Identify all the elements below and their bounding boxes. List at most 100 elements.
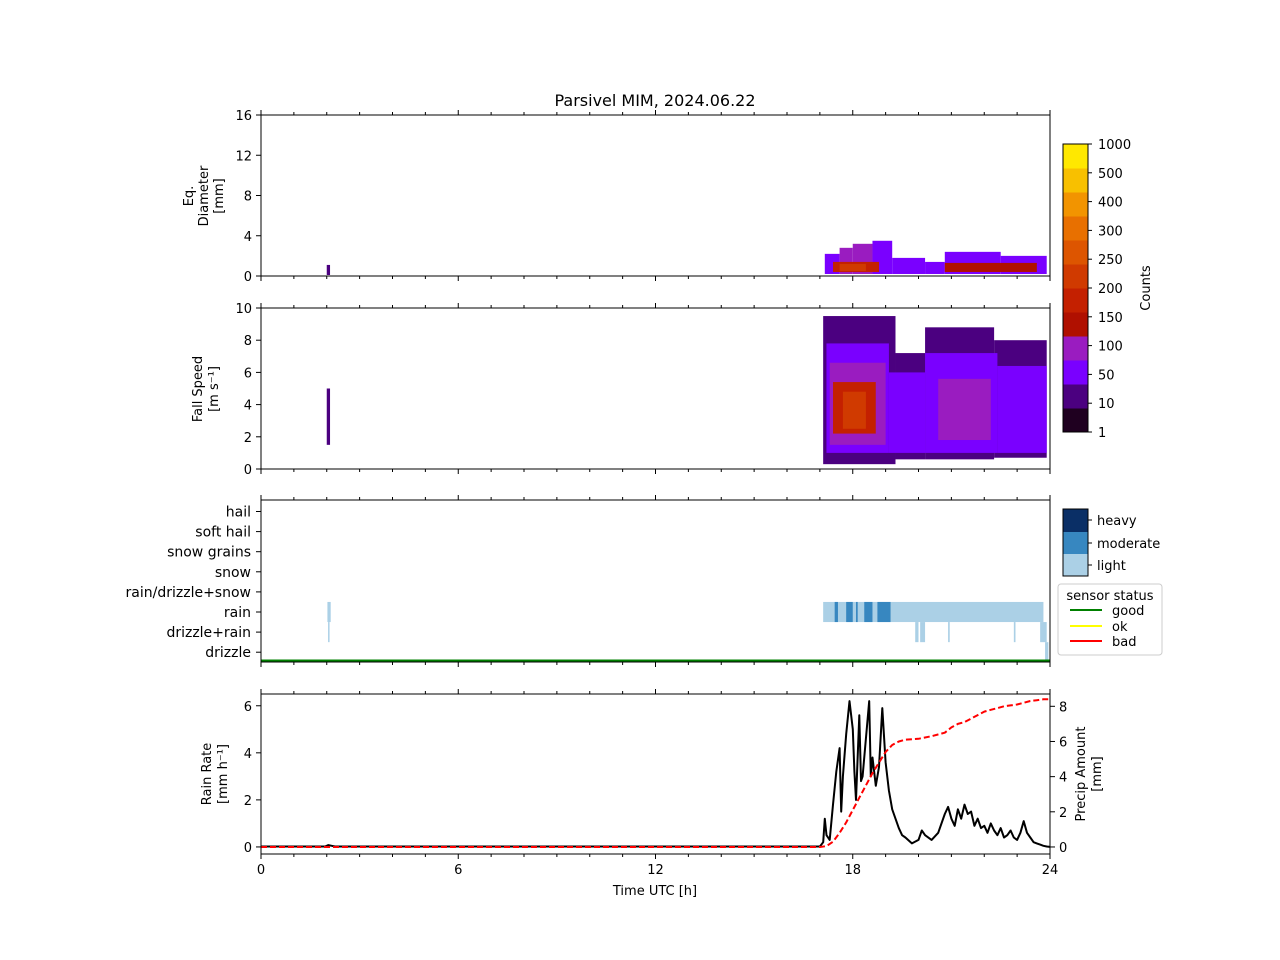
- heatmap-cell: [888, 372, 926, 453]
- colorbar-cell: [1063, 408, 1088, 433]
- precip-type-bar: [877, 601, 891, 623]
- rain-rate-y-axis: 0 2 4 6: [244, 700, 261, 856]
- precip-type-bar: [846, 601, 853, 623]
- colorbar-tick-label: 10: [1098, 397, 1115, 412]
- fallspeed-ylabel-1: Fall Speed: [191, 356, 206, 422]
- y-tick-label: 8: [1059, 700, 1067, 715]
- diameter-x-ticks: [260, 110, 1051, 281]
- time-x-axis: 0 6 12 18 24: [257, 689, 1058, 878]
- category-label: rain: [224, 605, 251, 621]
- y-tick-label: 0: [1059, 841, 1067, 856]
- y-tick-label: 0: [244, 270, 252, 285]
- heatmap-cell: [938, 378, 991, 441]
- diameter-ylabel-1: Eq.: [182, 186, 197, 207]
- diameter-heatmap: [326, 240, 1047, 275]
- colorbar-cell: [1063, 192, 1088, 217]
- precip-type-bar: [915, 622, 919, 643]
- y-tick-label: 4: [244, 747, 252, 762]
- colorbar-tick-label: 250: [1098, 253, 1123, 268]
- colorbar-cells: [1063, 144, 1088, 433]
- category-label: snow: [215, 565, 251, 581]
- colorbar-tick-label: 1000: [1098, 138, 1131, 153]
- figure-title: Parsivel MIM, 2024.06.22: [554, 91, 755, 110]
- colorbar-cell: [1063, 168, 1088, 193]
- colorbar-tick-label: 300: [1098, 224, 1123, 239]
- x-tick-label: 18: [844, 863, 861, 878]
- y-tick-label: 2: [244, 431, 252, 446]
- diameter-ylabel-2: Diameter: [197, 165, 212, 226]
- colorbar-cell: [1063, 144, 1088, 169]
- category-label: snow grains: [167, 545, 251, 561]
- y-tick-label: 8: [244, 190, 252, 205]
- precip-amount-line: [261, 698, 1050, 848]
- precip-type-bar: [328, 622, 330, 643]
- precip-type-bar: [327, 601, 331, 623]
- sensor-legend-box: [1057, 583, 1163, 656]
- precip-amount-ylabel-1: Precip Amount: [1074, 727, 1089, 822]
- heatmap-cell: [839, 263, 866, 271]
- intensity-swatch-light: [1063, 554, 1088, 576]
- precip-type-bars: [327, 601, 1049, 663]
- heatmap-cell: [925, 261, 945, 274]
- rain-rate-line: [261, 700, 1051, 848]
- fallspeed-x-ticks: [260, 303, 1051, 474]
- intensity-swatch-heavy: [1063, 509, 1088, 532]
- heatmap-cell: [997, 365, 1047, 453]
- precip-type-bar: [1013, 622, 1016, 643]
- y-tick-label: 0: [244, 463, 252, 478]
- precip-type-panel: hail soft hail snow grains snow rain/drizzle…: [126, 495, 1051, 667]
- fallspeed-y-axis: 0 2 4 6 8 10: [235, 302, 261, 478]
- colorbar-cell: [1063, 384, 1088, 409]
- precip-type-bar: [1040, 622, 1047, 643]
- fallspeed-ylabel-2: [m s⁻¹]: [207, 366, 222, 412]
- diameter-ylabel-3: [mm]: [212, 178, 227, 213]
- sensor-legend-ok-label: ok: [1112, 620, 1128, 635]
- colorbar-tick-label: 150: [1098, 311, 1123, 326]
- colorbar-cell: [1063, 336, 1088, 361]
- precip-type-categories: hail soft hail snow grains snow rain/drizzle…: [126, 505, 261, 661]
- colorbar-cell: [1063, 240, 1088, 265]
- precip-type-bar: [856, 601, 858, 623]
- colorbar-tick-label: 100: [1098, 340, 1123, 355]
- rain-rate-ylabel-2: [mm h⁻¹]: [216, 744, 231, 804]
- y-tick-label: 4: [1059, 771, 1067, 786]
- sensor-status-legend: sensor status good ok bad: [1057, 583, 1163, 656]
- y-tick-label: 6: [244, 366, 252, 381]
- precip-type-bar: [948, 622, 950, 643]
- category-label: drizzle: [205, 645, 251, 661]
- colorbar: 1 10 50 100 150 200 250 300 400 500 1000 Counts: [1062, 138, 1154, 441]
- rain-rate-lines: [261, 698, 1051, 848]
- y-tick-label: 8: [244, 334, 252, 349]
- heatmap-cell: [326, 388, 331, 445]
- heatmap-cell: [944, 262, 1037, 272]
- y-tick-label: 2: [1059, 806, 1067, 821]
- category-label: soft hail: [195, 525, 251, 541]
- x-tick-label: 24: [1042, 863, 1059, 878]
- precip-type-bar: [834, 601, 838, 623]
- colorbar-ticks: 1 10 50 100 150 200 250 300 400 500 1000: [1088, 138, 1131, 441]
- intensity-label-heavy: heavy: [1097, 514, 1137, 529]
- intensity-label-moderate: moderate: [1097, 537, 1160, 552]
- y-tick-label: 12: [235, 149, 252, 164]
- diameter-panel: 0 4 8 12 16 Eq. Diameter [mm]: [182, 109, 1051, 285]
- precip-type-bar: [1045, 642, 1049, 663]
- x-axis-label: Time UTC [h]: [612, 884, 697, 899]
- colorbar-cell: [1063, 264, 1088, 289]
- precip-amount-ylabel-2: [mm]: [1090, 756, 1105, 791]
- x-tick-label: 12: [647, 863, 664, 878]
- colorbar-tick-label: 400: [1098, 196, 1123, 211]
- y-tick-label: 0: [244, 841, 252, 856]
- y-tick-label: 4: [244, 230, 252, 245]
- category-label: hail: [226, 505, 251, 521]
- rain-rate-axes-frame: [260, 693, 1051, 855]
- sensor-legend-good-label: good: [1112, 604, 1144, 619]
- y-tick-label: 10: [235, 302, 252, 317]
- y-tick-label: 2: [244, 794, 252, 809]
- precip-type-x-ticks: [260, 495, 1051, 667]
- colorbar-cell: [1063, 360, 1088, 385]
- intensity-label-light: light: [1097, 559, 1126, 574]
- intensity-swatch-moderate: [1063, 532, 1088, 554]
- category-label: drizzle+rain: [166, 625, 251, 641]
